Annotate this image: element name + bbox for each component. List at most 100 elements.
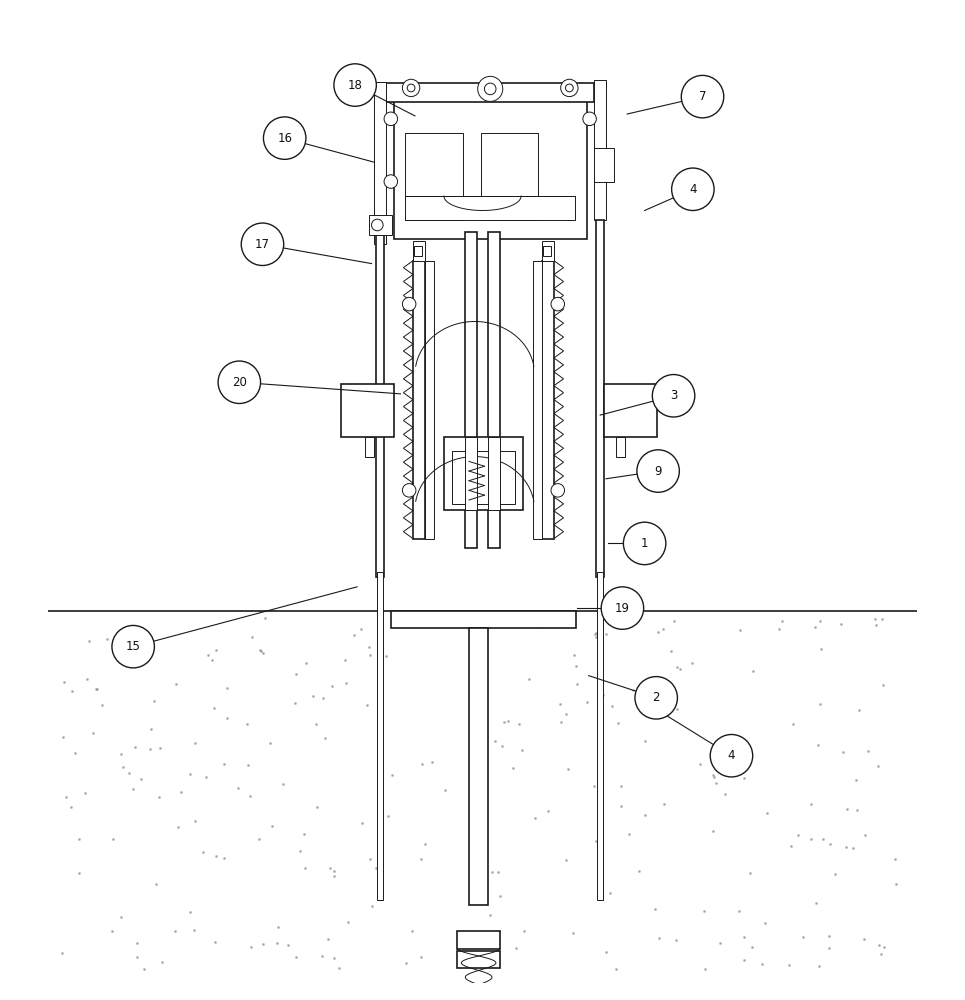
Bar [465,437,477,510]
Bar [533,261,542,539]
Point [136,961,152,977]
Point [326,950,342,966]
Point [754,956,769,972]
Point [326,863,342,879]
Bar [405,133,463,220]
Point [667,613,682,629]
Bar [376,235,384,577]
Point [705,767,721,783]
Point [114,909,129,925]
Point [587,626,602,642]
Point [324,678,340,694]
Point [152,789,167,805]
Point [505,760,520,776]
Point [670,659,685,675]
Circle shape [407,84,415,92]
Point [317,730,333,746]
Point [315,690,330,706]
Point [437,782,453,798]
Point [477,716,492,732]
Bar [394,95,587,239]
Point [522,671,538,687]
Point [875,677,891,693]
Point [254,643,269,659]
Point [704,823,720,839]
Point [736,929,752,945]
Point [473,832,488,848]
Point [89,681,104,697]
Point [491,864,507,880]
Point [648,901,663,917]
Point [359,697,374,713]
Point [68,745,83,761]
Point [244,939,260,955]
Circle shape [402,79,420,97]
Point [182,766,198,782]
Point [588,833,603,849]
Point [736,952,752,968]
Point [126,739,142,755]
Bar [425,261,434,539]
Bar [488,437,500,510]
Bar [386,83,594,102]
Point [58,789,73,805]
Circle shape [561,79,578,97]
Point [494,738,510,754]
Point [868,611,883,627]
Point [413,949,428,965]
Point [559,852,574,868]
Point [833,616,848,632]
Circle shape [478,76,503,101]
Text: 4: 4 [689,183,697,196]
Point [804,831,819,847]
Point [354,815,370,831]
Text: 20: 20 [232,376,247,389]
Point [839,839,854,855]
Point [468,741,483,757]
Point [270,919,286,935]
Point [216,756,232,772]
Bar [481,133,538,220]
Point [664,643,679,659]
Text: 4: 4 [728,749,735,762]
Point [64,799,79,815]
Text: 7: 7 [699,90,706,103]
Point [514,742,530,758]
Point [786,716,801,732]
Point [745,663,760,679]
Point [845,840,861,856]
Point [77,785,93,801]
Point [70,865,86,881]
Text: 9: 9 [654,465,662,478]
Point [198,769,213,785]
Point [56,674,71,690]
Point [821,928,837,944]
Point [638,733,653,749]
Point [54,945,69,961]
Point [71,831,87,847]
Point [220,680,235,696]
Point [417,836,432,852]
Point [219,710,234,726]
Circle shape [623,522,666,565]
Point [876,939,892,955]
Point [207,934,223,950]
Point [483,864,499,880]
Point [292,843,308,859]
Circle shape [565,84,573,92]
Point [238,716,254,732]
Point [759,805,775,821]
Point [588,629,603,645]
Point [655,621,671,637]
Point [275,776,290,792]
Bar [365,437,374,457]
Point [810,737,825,753]
Circle shape [372,219,383,231]
Point [784,838,799,854]
Point [264,818,280,834]
Point [808,619,823,635]
Circle shape [601,587,644,629]
Point [99,631,115,647]
Point [315,948,330,964]
Point [129,949,145,965]
